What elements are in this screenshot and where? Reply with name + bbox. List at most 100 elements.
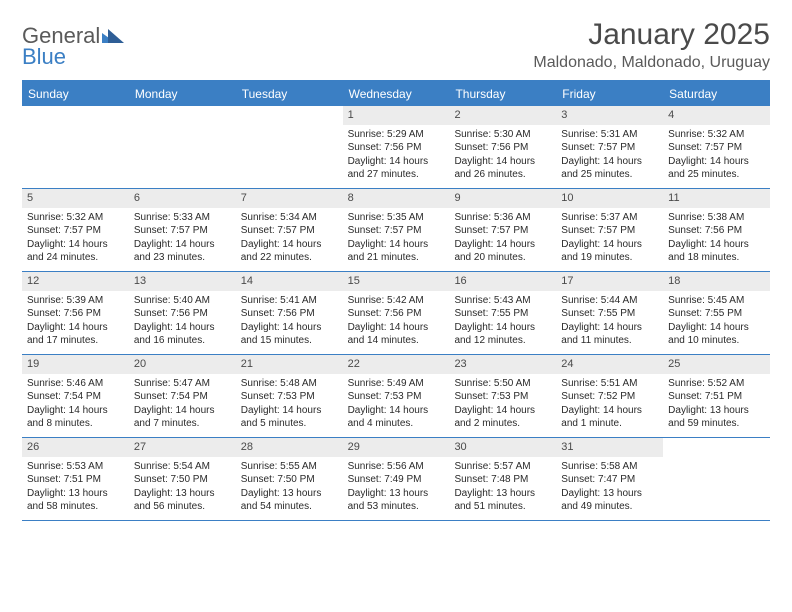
day-body: Sunrise: 5:56 AMSunset: 7:49 PMDaylight:…	[343, 457, 450, 519]
sunrise-line: Sunrise: 5:35 AM	[348, 211, 445, 225]
weekday-header: Friday	[556, 82, 663, 106]
calendar-day: 31Sunrise: 5:58 AMSunset: 7:47 PMDayligh…	[556, 438, 663, 520]
day-body: Sunrise: 5:38 AMSunset: 7:56 PMDaylight:…	[663, 208, 770, 270]
sunset-line: Sunset: 7:56 PM	[27, 307, 124, 321]
sunset-line: Sunset: 7:49 PM	[348, 473, 445, 487]
daylight-line: Daylight: 14 hours and 11 minutes.	[561, 321, 658, 348]
calendar-day: 27Sunrise: 5:54 AMSunset: 7:50 PMDayligh…	[129, 438, 236, 520]
calendar-week: 12Sunrise: 5:39 AMSunset: 7:56 PMDayligh…	[22, 272, 770, 355]
calendar-day: 19Sunrise: 5:46 AMSunset: 7:54 PMDayligh…	[22, 355, 129, 437]
sunrise-line: Sunrise: 5:42 AM	[348, 294, 445, 308]
sunset-line: Sunset: 7:55 PM	[454, 307, 551, 321]
daylight-line: Daylight: 14 hours and 20 minutes.	[454, 238, 551, 265]
sunrise-line: Sunrise: 5:29 AM	[348, 128, 445, 142]
sunrise-line: Sunrise: 5:48 AM	[241, 377, 338, 391]
sunrise-line: Sunrise: 5:32 AM	[668, 128, 765, 142]
sunset-line: Sunset: 7:57 PM	[27, 224, 124, 238]
day-number: 27	[129, 438, 236, 457]
calendar-day: 1Sunrise: 5:29 AMSunset: 7:56 PMDaylight…	[343, 106, 450, 188]
sunset-line: Sunset: 7:56 PM	[241, 307, 338, 321]
daylight-line: Daylight: 14 hours and 22 minutes.	[241, 238, 338, 265]
sunrise-line: Sunrise: 5:43 AM	[454, 294, 551, 308]
day-number: 24	[556, 355, 663, 374]
calendar-day-empty: .	[22, 106, 129, 188]
calendar-week: ...1Sunrise: 5:29 AMSunset: 7:56 PMDayli…	[22, 106, 770, 189]
sunset-line: Sunset: 7:57 PM	[348, 224, 445, 238]
day-body: Sunrise: 5:35 AMSunset: 7:57 PMDaylight:…	[343, 208, 450, 270]
day-body: Sunrise: 5:32 AMSunset: 7:57 PMDaylight:…	[22, 208, 129, 270]
daylight-line: Daylight: 14 hours and 25 minutes.	[561, 155, 658, 182]
day-body: Sunrise: 5:57 AMSunset: 7:48 PMDaylight:…	[449, 457, 556, 519]
sunset-line: Sunset: 7:48 PM	[454, 473, 551, 487]
calendar-page: General Blue January 2025 Maldonado, Mal…	[0, 0, 792, 539]
day-number: 8	[343, 189, 450, 208]
calendar-day: 18Sunrise: 5:45 AMSunset: 7:55 PMDayligh…	[663, 272, 770, 354]
daylight-line: Daylight: 14 hours and 5 minutes.	[241, 404, 338, 431]
weeks-container: ...1Sunrise: 5:29 AMSunset: 7:56 PMDayli…	[22, 106, 770, 521]
calendar-day: 23Sunrise: 5:50 AMSunset: 7:53 PMDayligh…	[449, 355, 556, 437]
sunrise-line: Sunrise: 5:56 AM	[348, 460, 445, 474]
day-body: Sunrise: 5:31 AMSunset: 7:57 PMDaylight:…	[556, 125, 663, 187]
calendar-day: 5Sunrise: 5:32 AMSunset: 7:57 PMDaylight…	[22, 189, 129, 271]
sunset-line: Sunset: 7:57 PM	[134, 224, 231, 238]
day-number: 12	[22, 272, 129, 291]
day-body: Sunrise: 5:49 AMSunset: 7:53 PMDaylight:…	[343, 374, 450, 436]
calendar-day: 17Sunrise: 5:44 AMSunset: 7:55 PMDayligh…	[556, 272, 663, 354]
calendar-day: 26Sunrise: 5:53 AMSunset: 7:51 PMDayligh…	[22, 438, 129, 520]
sunrise-line: Sunrise: 5:34 AM	[241, 211, 338, 225]
sunset-line: Sunset: 7:51 PM	[668, 390, 765, 404]
daylight-line: Daylight: 14 hours and 15 minutes.	[241, 321, 338, 348]
daylight-line: Daylight: 14 hours and 8 minutes.	[27, 404, 124, 431]
day-body: Sunrise: 5:29 AMSunset: 7:56 PMDaylight:…	[343, 125, 450, 187]
calendar-week: 5Sunrise: 5:32 AMSunset: 7:57 PMDaylight…	[22, 189, 770, 272]
day-number: 11	[663, 189, 770, 208]
day-number: 9	[449, 189, 556, 208]
daylight-line: Daylight: 14 hours and 25 minutes.	[668, 155, 765, 182]
calendar-day: 9Sunrise: 5:36 AMSunset: 7:57 PMDaylight…	[449, 189, 556, 271]
sunset-line: Sunset: 7:56 PM	[134, 307, 231, 321]
calendar-day: 22Sunrise: 5:49 AMSunset: 7:53 PMDayligh…	[343, 355, 450, 437]
day-number: 22	[343, 355, 450, 374]
calendar-day: 28Sunrise: 5:55 AMSunset: 7:50 PMDayligh…	[236, 438, 343, 520]
sunset-line: Sunset: 7:55 PM	[668, 307, 765, 321]
page-header: General Blue January 2025 Maldonado, Mal…	[22, 18, 770, 72]
weekday-header: Monday	[129, 82, 236, 106]
sunset-line: Sunset: 7:56 PM	[348, 141, 445, 155]
sunset-line: Sunset: 7:53 PM	[454, 390, 551, 404]
sunset-line: Sunset: 7:50 PM	[241, 473, 338, 487]
day-number: 3	[556, 106, 663, 125]
day-number: 5	[22, 189, 129, 208]
day-body: Sunrise: 5:54 AMSunset: 7:50 PMDaylight:…	[129, 457, 236, 519]
day-number: 17	[556, 272, 663, 291]
day-body: Sunrise: 5:45 AMSunset: 7:55 PMDaylight:…	[663, 291, 770, 353]
calendar-day: 21Sunrise: 5:48 AMSunset: 7:53 PMDayligh…	[236, 355, 343, 437]
daylight-line: Daylight: 14 hours and 7 minutes.	[134, 404, 231, 431]
day-body: Sunrise: 5:52 AMSunset: 7:51 PMDaylight:…	[663, 374, 770, 436]
month-title: January 2025	[533, 18, 770, 52]
brand-line2: Blue	[22, 44, 66, 69]
weekday-header: Thursday	[449, 82, 556, 106]
day-body: Sunrise: 5:33 AMSunset: 7:57 PMDaylight:…	[129, 208, 236, 270]
day-body: Sunrise: 5:44 AMSunset: 7:55 PMDaylight:…	[556, 291, 663, 353]
calendar-day: 8Sunrise: 5:35 AMSunset: 7:57 PMDaylight…	[343, 189, 450, 271]
calendar-day: 11Sunrise: 5:38 AMSunset: 7:56 PMDayligh…	[663, 189, 770, 271]
day-body: Sunrise: 5:53 AMSunset: 7:51 PMDaylight:…	[22, 457, 129, 519]
day-body: Sunrise: 5:50 AMSunset: 7:53 PMDaylight:…	[449, 374, 556, 436]
sunset-line: Sunset: 7:53 PM	[241, 390, 338, 404]
calendar-day: 3Sunrise: 5:31 AMSunset: 7:57 PMDaylight…	[556, 106, 663, 188]
calendar-day: 14Sunrise: 5:41 AMSunset: 7:56 PMDayligh…	[236, 272, 343, 354]
day-number: 19	[22, 355, 129, 374]
day-body: Sunrise: 5:43 AMSunset: 7:55 PMDaylight:…	[449, 291, 556, 353]
calendar-day-empty: .	[663, 438, 770, 520]
sunrise-line: Sunrise: 5:51 AM	[561, 377, 658, 391]
title-block: January 2025 Maldonado, Maldonado, Urugu…	[533, 18, 770, 72]
day-body: Sunrise: 5:47 AMSunset: 7:54 PMDaylight:…	[129, 374, 236, 436]
day-number: 30	[449, 438, 556, 457]
calendar-day-empty: .	[236, 106, 343, 188]
sunrise-line: Sunrise: 5:52 AM	[668, 377, 765, 391]
day-body: Sunrise: 5:32 AMSunset: 7:57 PMDaylight:…	[663, 125, 770, 187]
day-number: 14	[236, 272, 343, 291]
sunset-line: Sunset: 7:57 PM	[241, 224, 338, 238]
sunrise-line: Sunrise: 5:49 AM	[348, 377, 445, 391]
sunset-line: Sunset: 7:57 PM	[561, 141, 658, 155]
